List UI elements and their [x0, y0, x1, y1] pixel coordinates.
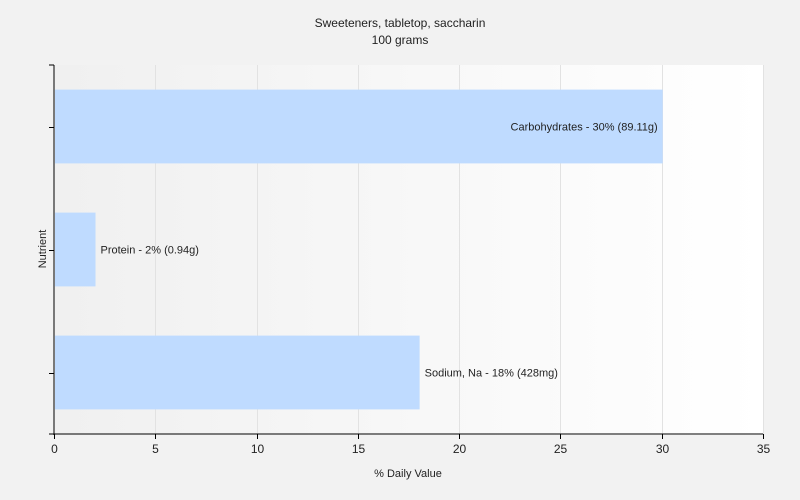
x-tick-label: 20 — [453, 442, 467, 456]
bar-data-label: Carbohydrates - 30% (89.11g) — [511, 122, 658, 134]
x-tick-label: 10 — [251, 442, 265, 456]
x-tick-label: 35 — [757, 442, 771, 456]
x-tick-label: 5 — [152, 442, 159, 456]
x-tick-label: 0 — [51, 442, 58, 456]
bar-carbohydrates — [55, 89, 663, 164]
bar-protein — [55, 212, 96, 287]
bar-data-label: Protein - 2% (0.94g) — [101, 245, 199, 257]
x-tick-label: 30 — [656, 442, 670, 456]
x-tick-label: 25 — [554, 442, 568, 456]
bar-data-label: Sodium, Na - 18% (428mg) — [425, 368, 558, 380]
y-axis-label: Nutrient — [37, 230, 49, 269]
x-tick-label: 15 — [352, 442, 366, 456]
bars: Carbohydrates - 30% (89.11g) Protein - 2%… — [55, 89, 663, 410]
bar-sodium-na — [55, 335, 420, 410]
chart-title: Sweeteners, tabletop, saccharin — [315, 16, 486, 30]
chart-subtitle: 100 grams — [372, 33, 429, 47]
axes: 0 5 10 15 20 25 30 35 — [49, 64, 771, 456]
x-axis-label: % Daily Value — [374, 468, 442, 480]
